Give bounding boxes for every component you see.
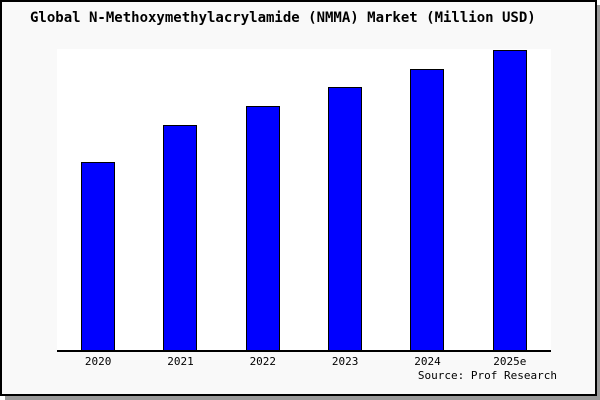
x-axis-tick-labels: 2020 2021 2022 2023 2024 2025e xyxy=(57,355,551,368)
bar-slot xyxy=(386,49,468,350)
x-tick-label-2025e: 2025e xyxy=(493,355,527,368)
plot-area xyxy=(57,49,551,352)
bar-2023 xyxy=(328,87,363,350)
chart-title: Global N-Methoxymethylacrylamide (NMMA) … xyxy=(30,10,536,26)
bar-2024 xyxy=(410,69,445,350)
bar-2020 xyxy=(81,162,116,350)
bars-group xyxy=(57,49,551,350)
bar-slot xyxy=(304,49,386,350)
bar-slot xyxy=(139,49,221,350)
x-tick-label-2020: 2020 xyxy=(84,355,112,368)
bar-2021 xyxy=(163,125,198,350)
x-tick-label-2022: 2022 xyxy=(249,355,277,368)
bar-slot xyxy=(57,49,139,350)
x-tick-label-2024: 2024 xyxy=(414,355,441,368)
bar-2025e xyxy=(492,50,527,350)
x-tick-label-2023: 2023 xyxy=(331,355,359,368)
bar-2022 xyxy=(245,106,280,350)
bar-slot xyxy=(469,49,551,350)
bar-slot xyxy=(222,49,304,350)
x-tick-label-2021: 2021 xyxy=(167,355,194,368)
source-note: Source: Prof Research xyxy=(417,369,557,382)
